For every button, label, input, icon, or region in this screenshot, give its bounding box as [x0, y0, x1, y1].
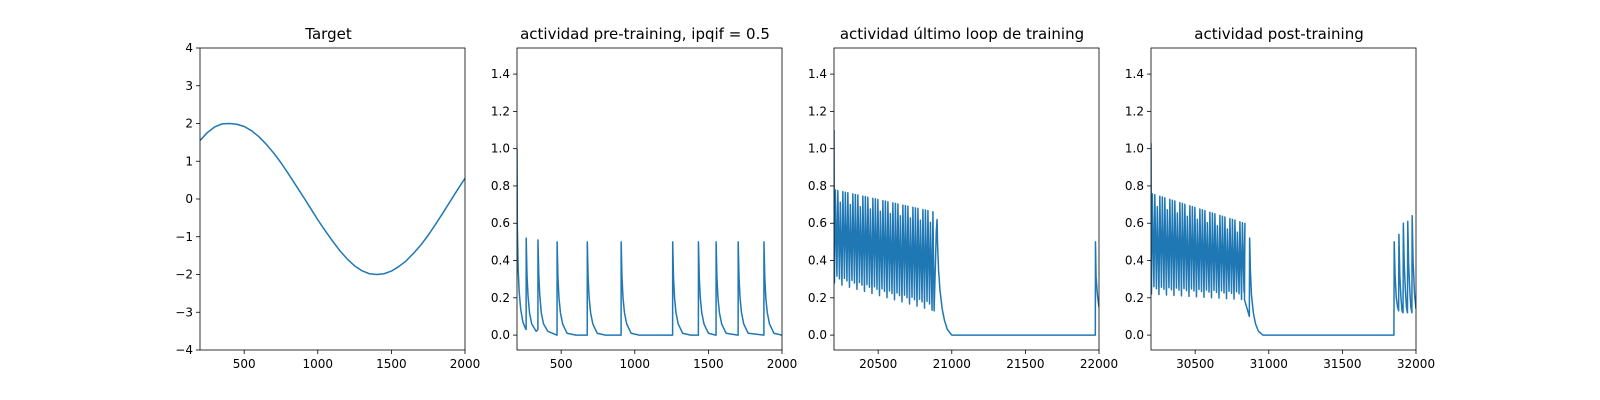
y-tick-label: 0.2 — [1125, 291, 1144, 305]
y-tick-label: 0.8 — [1125, 179, 1144, 193]
y-tick-label: 1.4 — [1125, 67, 1144, 81]
y-tick-label: 1.4 — [808, 67, 827, 81]
y-tick-label: −2 — [175, 268, 193, 282]
y-tick-label: 1.0 — [491, 142, 510, 156]
axes-frame — [833, 47, 1100, 351]
y-tick-label: 0.6 — [808, 216, 827, 230]
y-tick-label: 0.0 — [1125, 328, 1144, 342]
y-tick-label: 1.0 — [1125, 142, 1144, 156]
y-tick-label: 1.4 — [491, 67, 510, 81]
x-tick-label: 1500 — [376, 357, 407, 371]
y-tick-label: 0.0 — [491, 328, 510, 342]
y-tick-label: 1.2 — [491, 104, 510, 118]
chart-last-training-loop: actividad último loop de training 20500 2… — [808, 25, 1118, 371]
y-tick-label: 0.2 — [808, 291, 827, 305]
x-tick-label: 500 — [550, 357, 573, 371]
chart-title: actividad post-training — [1194, 25, 1363, 43]
x-tick-label: 32000 — [1397, 357, 1435, 371]
series-line — [200, 122, 465, 276]
x-tick-label: 1000 — [303, 357, 334, 371]
y-tick-label: 2 — [185, 117, 193, 131]
x-tick-label: 2000 — [450, 357, 481, 371]
chart-title: actividad último loop de training — [840, 25, 1084, 43]
series-line — [1151, 143, 1416, 336]
x-tick-label: 21000 — [933, 357, 971, 371]
y-tick-label: 0.4 — [1125, 254, 1144, 268]
y-tick-label: 0.0 — [808, 328, 827, 342]
chart-target: Target 500 1000 1500 2000 −4 −3 −2 −1 0 1 2 3 4 — [175, 25, 480, 371]
y-tick-label: 1.2 — [1125, 104, 1144, 118]
x-tick-label: 21500 — [1006, 357, 1044, 371]
y-tick-label: −1 — [175, 230, 193, 244]
series-line — [517, 148, 782, 336]
y-tick-label: 0.6 — [491, 216, 510, 230]
y-tick-label: 0.4 — [808, 254, 827, 268]
x-tick-label: 20500 — [859, 357, 897, 371]
x-tick-label: 22000 — [1080, 357, 1118, 371]
y-tick-label: 0.8 — [491, 179, 510, 193]
series-line — [834, 130, 1099, 336]
y-tick-label: 1.0 — [808, 142, 827, 156]
x-tick-label: 1500 — [693, 357, 724, 371]
x-tick-label: 1000 — [620, 357, 651, 371]
x-tick-label: 2000 — [767, 357, 798, 371]
y-tick-label: 0.6 — [1125, 216, 1144, 230]
y-tick-label: −4 — [175, 343, 193, 357]
x-tick-label: 30500 — [1176, 357, 1214, 371]
chart-title: Target — [304, 25, 352, 43]
chart-title: actividad pre-training, ipqif = 0.5 — [520, 25, 770, 43]
y-tick-label: 1.2 — [808, 104, 827, 118]
chart-post-training: actividad post-training 30500 31000 31500 3… — [1125, 25, 1435, 371]
y-tick-label: 0 — [185, 192, 193, 206]
x-tick-label: 31000 — [1250, 357, 1288, 371]
chart-pre-training: actividad pre-training, ipqif = 0.5 500 1… — [491, 25, 797, 371]
y-tick-label: 0.4 — [491, 254, 510, 268]
y-tick-label: 0.2 — [491, 291, 510, 305]
y-tick-label: 4 — [185, 41, 193, 55]
axes-frame — [516, 47, 783, 351]
y-tick-label: −3 — [175, 305, 193, 319]
axes-frame — [1150, 47, 1417, 351]
x-tick-label: 500 — [233, 357, 256, 371]
y-tick-label: 0.8 — [808, 179, 827, 193]
y-tick-label: 3 — [185, 79, 193, 93]
y-tick-label: 1 — [185, 154, 193, 168]
x-tick-label: 31500 — [1323, 357, 1361, 371]
